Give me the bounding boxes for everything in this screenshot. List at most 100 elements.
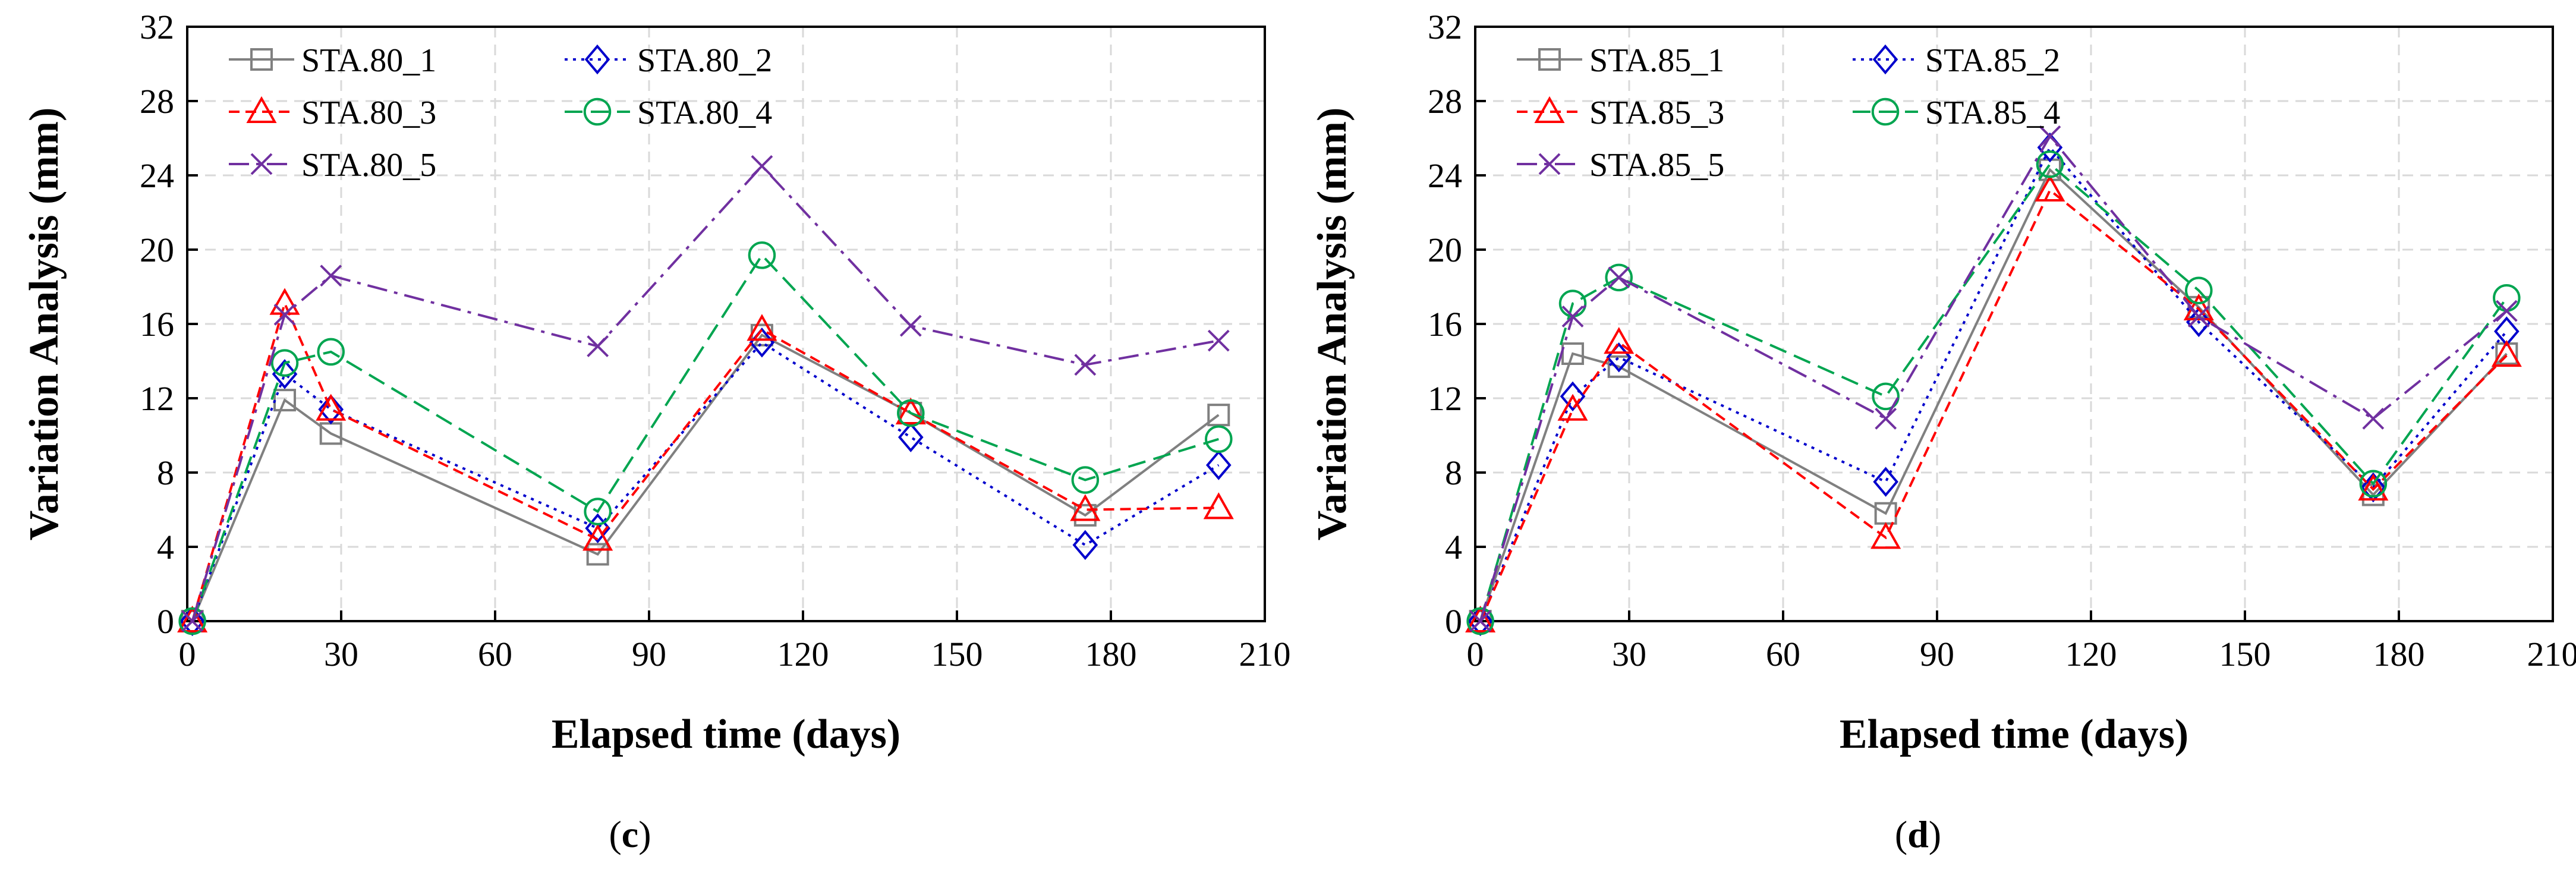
data-point <box>2491 339 2522 367</box>
y-tick-label: 12 <box>140 379 174 418</box>
data-point <box>1875 407 1897 430</box>
x-tick-label: 180 <box>1085 635 1137 673</box>
data-point <box>177 605 208 632</box>
legend-item: STA.85_1 <box>1517 42 1724 79</box>
data-point <box>273 303 296 326</box>
series-line <box>1479 162 2508 622</box>
legend-label: STA.85_3 <box>1589 95 1724 131</box>
legend-item: STA.85_3 <box>1517 95 1724 131</box>
data-point <box>1072 530 1098 561</box>
series-line <box>1479 188 2508 622</box>
series-line <box>191 300 1219 622</box>
series-sta-80_5 <box>181 155 1230 632</box>
x-tick-label: 90 <box>632 635 666 673</box>
legend: STA.85_1 STA.85_2 STA.85_3 STA.85_4 STA.85_5 <box>1517 42 2060 184</box>
x-tick-label: 150 <box>931 635 983 673</box>
series-sta-80_4 <box>178 241 1233 635</box>
y-tick-label: 32 <box>140 8 174 46</box>
chart-panel-d: 0 30 60 90 120 150 180 210 0 4 8 12 16 20 24 28 32 Elapse… <box>1309 8 2576 855</box>
series-sta-85_1 <box>1469 158 2518 632</box>
y-tick-label: 12 <box>1428 379 1462 418</box>
legend-item: STA.85_4 <box>1853 95 2060 131</box>
legend-label: STA.80_4 <box>637 95 772 131</box>
data-point <box>1605 263 1633 292</box>
x-tick-label: 90 <box>1920 635 1954 673</box>
x-tick-label: 120 <box>777 635 829 673</box>
legend-item: STA.85_2 <box>1853 42 2060 79</box>
data-point <box>2358 473 2389 501</box>
legend-label: STA.85_5 <box>1589 147 1724 184</box>
y-tick-label: 8 <box>1445 454 1462 492</box>
y-tick-label: 28 <box>140 82 174 121</box>
x-tick-label: 30 <box>1612 635 1646 673</box>
data-point <box>181 610 204 632</box>
legend-marker <box>250 153 273 175</box>
legend-marker <box>1872 44 1898 75</box>
series-line <box>1479 145 2508 622</box>
legend-label: STA.85_1 <box>1589 42 1724 79</box>
legend-marker <box>250 48 273 71</box>
data-point <box>1207 404 1230 427</box>
y-tick-label: 0 <box>1445 602 1462 641</box>
data-point <box>1873 467 1898 497</box>
y-tick-label: 24 <box>140 156 174 195</box>
legend-marker <box>584 44 610 75</box>
data-point <box>320 265 342 287</box>
data-point <box>586 543 609 566</box>
x-axis-title: Elapsed time (days) <box>1840 711 2188 757</box>
data-point <box>316 393 347 421</box>
data-point <box>897 399 925 427</box>
data-point <box>2185 276 2213 304</box>
data-point <box>1070 494 1101 521</box>
legend-label: STA.80_5 <box>301 147 436 184</box>
data-point <box>1205 450 1232 480</box>
data-point <box>1561 306 1584 328</box>
legend-label: STA.85_2 <box>1925 42 2060 79</box>
x-tick-label: 0 <box>179 635 196 673</box>
data-point <box>2039 125 2061 147</box>
series-sta-85_2 <box>1467 132 2520 637</box>
data-point <box>899 314 922 337</box>
data-point <box>2495 300 2518 322</box>
data-point <box>587 335 609 357</box>
y-axis-title: Variation Analysis (mm) <box>1309 108 1355 541</box>
chart-panel-c: 0 30 60 90 120 150 180 210 0 4 8 12 16 20 24 28 32 Elapse… <box>21 8 1291 855</box>
y-tick-label: 28 <box>1428 82 1462 121</box>
data-point <box>318 394 344 424</box>
series-sta-85_4 <box>1466 150 2521 635</box>
y-tick-label: 20 <box>1428 231 1462 269</box>
data-point <box>1205 425 1233 453</box>
data-point <box>1071 466 1100 494</box>
y-tick-label: 8 <box>157 454 174 492</box>
series-line <box>191 253 1219 622</box>
legend-item: STA.85_5 <box>1517 147 1724 184</box>
legend-label: STA.80_1 <box>301 42 436 79</box>
x-axis-title: Elapsed time (days) <box>552 711 900 757</box>
x-tick-label: 210 <box>2527 635 2576 673</box>
data-point <box>895 397 926 424</box>
data-point <box>1607 355 1630 378</box>
series-line <box>1479 168 2508 622</box>
data-point <box>582 524 613 551</box>
data-point <box>2035 174 2065 201</box>
data-point <box>897 422 924 452</box>
series-line <box>191 333 1220 622</box>
legend-label: STA.80_3 <box>301 95 436 131</box>
legend-item: STA.80_3 <box>229 95 436 131</box>
data-point <box>2493 284 2521 312</box>
data-point <box>1560 381 1586 412</box>
data-point <box>1604 327 1635 354</box>
y-axis-title: Variation Analysis (mm) <box>21 108 67 541</box>
x-tick-label: 30 <box>324 635 358 673</box>
data-point <box>2362 407 2385 430</box>
x-tick-label: 120 <box>2065 635 2117 673</box>
legend-marker <box>583 97 612 126</box>
data-point <box>748 241 776 269</box>
x-tick-label: 60 <box>1766 635 1800 673</box>
data-point <box>2359 470 2388 498</box>
data-point <box>1557 393 1588 421</box>
data-point <box>1870 522 1901 549</box>
legend-label: STA.80_2 <box>637 42 772 79</box>
data-point <box>2187 306 2210 328</box>
legend-item: STA.80_1 <box>229 42 436 79</box>
